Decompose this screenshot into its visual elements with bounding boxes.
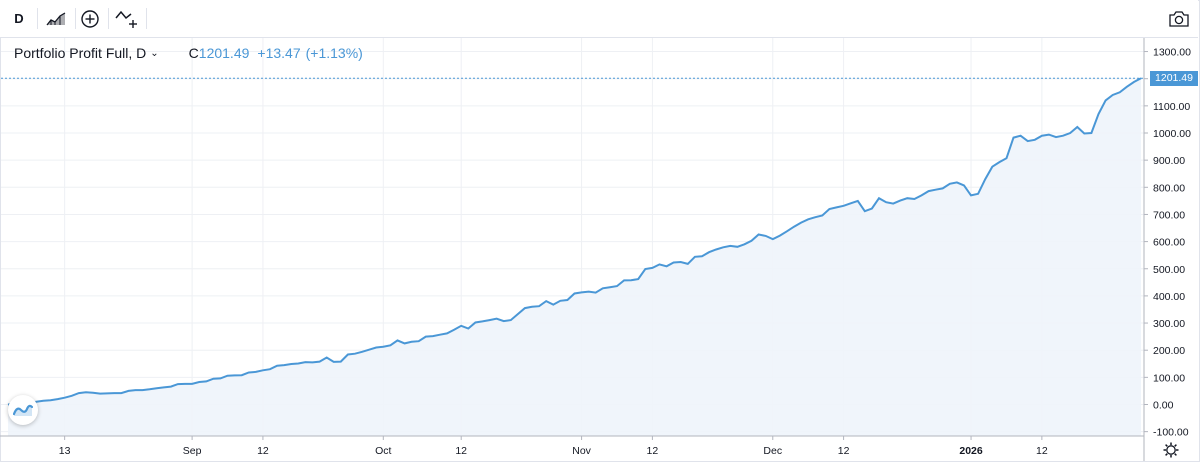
camera-icon bbox=[1169, 10, 1189, 27]
logo-button[interactable] bbox=[8, 395, 38, 425]
y-tick-label: 200.00 bbox=[1153, 345, 1185, 357]
x-axis: 13 Sep 12 Oct 12 Nov 12 Dec 12 2026 12 bbox=[59, 436, 1048, 457]
x-tick-label: 12 bbox=[838, 445, 850, 457]
chevron-down-icon[interactable]: ⌄ bbox=[150, 47, 159, 59]
toolbar-separator bbox=[108, 8, 109, 29]
toolbar-separator bbox=[75, 8, 76, 29]
y-tick-label: 0.00 bbox=[1153, 400, 1174, 412]
x-tick-label: Nov bbox=[572, 445, 591, 457]
bars-style-icon bbox=[46, 11, 66, 25]
y-tick-label: 1000.00 bbox=[1153, 128, 1191, 140]
close-readout: C1201.49 bbox=[189, 45, 250, 61]
x-tick-label: 12 bbox=[257, 445, 269, 457]
close-prefix: C bbox=[188, 45, 199, 61]
toolbar-separator bbox=[37, 8, 38, 29]
y-tick-label: 400.00 bbox=[1153, 291, 1185, 303]
add-indicator-icon bbox=[81, 9, 99, 28]
y-tick-label: 600.00 bbox=[1153, 237, 1185, 249]
change-value: +13.47 bbox=[257, 45, 301, 61]
y-tick-label: 1300.00 bbox=[1153, 47, 1191, 59]
x-tick-label: Oct bbox=[375, 445, 391, 457]
y-tick-label: -100.00 bbox=[1153, 427, 1189, 439]
close-value: 1201.49 bbox=[198, 45, 250, 61]
y-axis: -100.00 0.00 100.00 200.00 300.00 400.00 500.0… bbox=[1144, 47, 1191, 439]
y-tick-label: 300.00 bbox=[1153, 318, 1185, 330]
x-tick-label: 13 bbox=[59, 445, 71, 457]
change-percent: (+1.13%) bbox=[305, 45, 363, 61]
x-tick-label: 12 bbox=[1036, 445, 1048, 457]
toolbar-separator bbox=[146, 8, 147, 29]
x-tick-label: 2026 bbox=[959, 445, 983, 457]
series-line bbox=[7, 77, 1142, 406]
y-tick-label: 100.00 bbox=[1153, 372, 1185, 384]
series-title[interactable]: Portfolio Profit Full, D bbox=[14, 45, 147, 61]
screenshot-button[interactable] bbox=[1163, 4, 1195, 33]
x-tick-label: Sep bbox=[183, 445, 202, 457]
y-tick-label: 500.00 bbox=[1153, 264, 1185, 276]
bars-style-button[interactable] bbox=[40, 4, 72, 33]
compare-button[interactable] bbox=[110, 4, 142, 33]
settings-button[interactable] bbox=[1160, 441, 1182, 459]
y-tick-label: 700.00 bbox=[1153, 209, 1185, 221]
last-price-badge: 1201.49 bbox=[1150, 70, 1198, 86]
interval-button[interactable]: D bbox=[14, 11, 24, 26]
toolbar: D bbox=[0, 0, 1198, 38]
gear-icon bbox=[1163, 442, 1179, 458]
x-tick-label: 12 bbox=[455, 445, 467, 457]
legend[interactable]: Portfolio Profit Full, D ⌄ C1201.49 +13.… bbox=[14, 45, 363, 61]
series-area bbox=[8, 78, 1141, 437]
y-tick-label: 1100.00 bbox=[1153, 101, 1190, 113]
compare-icon bbox=[115, 10, 137, 28]
logo-icon bbox=[13, 404, 33, 416]
axes bbox=[0, 38, 1145, 461]
y-tick-label: 900.00 bbox=[1153, 155, 1185, 167]
x-tick-label: 12 bbox=[647, 445, 659, 457]
add-indicator-button[interactable] bbox=[74, 4, 106, 33]
x-tick-label: Dec bbox=[763, 445, 782, 457]
y-tick-label: 800.00 bbox=[1153, 182, 1185, 194]
